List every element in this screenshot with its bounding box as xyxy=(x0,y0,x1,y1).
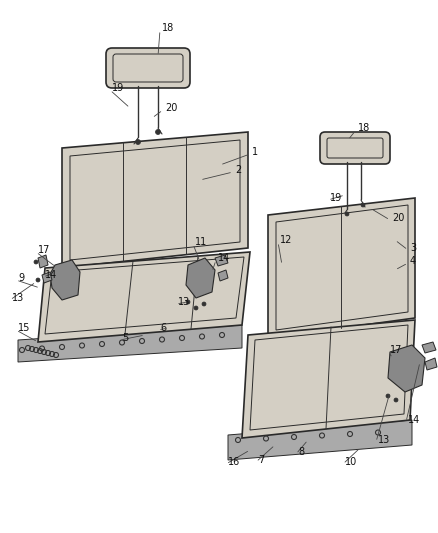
Polygon shape xyxy=(268,198,415,338)
Polygon shape xyxy=(18,325,242,362)
FancyBboxPatch shape xyxy=(113,54,183,82)
Circle shape xyxy=(202,302,206,306)
Text: 20: 20 xyxy=(165,103,177,113)
Circle shape xyxy=(386,394,390,398)
Text: 9: 9 xyxy=(18,273,24,283)
Polygon shape xyxy=(276,205,408,330)
Text: 5: 5 xyxy=(122,333,128,343)
Polygon shape xyxy=(388,345,425,392)
Polygon shape xyxy=(422,342,436,353)
Circle shape xyxy=(155,130,160,134)
Text: 13: 13 xyxy=(378,435,390,445)
Polygon shape xyxy=(42,272,52,283)
Polygon shape xyxy=(38,255,48,268)
Text: 10: 10 xyxy=(345,457,357,467)
Polygon shape xyxy=(228,420,412,460)
Polygon shape xyxy=(186,258,215,298)
FancyBboxPatch shape xyxy=(106,48,190,88)
Text: 4: 4 xyxy=(410,256,416,266)
FancyBboxPatch shape xyxy=(320,132,390,164)
Text: 1: 1 xyxy=(252,147,258,157)
Text: 14: 14 xyxy=(45,270,57,280)
Text: 6: 6 xyxy=(160,323,166,333)
Circle shape xyxy=(361,203,365,207)
Text: 19: 19 xyxy=(112,83,124,93)
Text: 14: 14 xyxy=(408,415,420,425)
Text: 3: 3 xyxy=(410,243,416,253)
Circle shape xyxy=(186,300,190,304)
Circle shape xyxy=(394,398,398,402)
Circle shape xyxy=(345,212,349,216)
Text: 7: 7 xyxy=(258,455,264,465)
Circle shape xyxy=(135,140,141,144)
Polygon shape xyxy=(250,325,408,430)
Polygon shape xyxy=(218,270,228,281)
Polygon shape xyxy=(45,257,244,334)
Text: 15: 15 xyxy=(18,323,30,333)
Polygon shape xyxy=(50,260,80,300)
Text: 12: 12 xyxy=(280,235,293,245)
Text: 17: 17 xyxy=(390,345,403,355)
Circle shape xyxy=(194,306,198,310)
Text: 19: 19 xyxy=(330,193,342,203)
Text: 16: 16 xyxy=(228,457,240,467)
Text: 20: 20 xyxy=(392,213,404,223)
FancyBboxPatch shape xyxy=(327,138,383,158)
Text: 13: 13 xyxy=(12,293,24,303)
Text: 14: 14 xyxy=(218,253,230,263)
Circle shape xyxy=(34,260,38,264)
Text: 8: 8 xyxy=(298,447,304,457)
Polygon shape xyxy=(242,320,415,438)
Text: 18: 18 xyxy=(162,23,174,33)
Polygon shape xyxy=(215,255,228,266)
Text: 13: 13 xyxy=(178,297,190,307)
Text: 11: 11 xyxy=(195,237,207,247)
Polygon shape xyxy=(62,132,248,268)
Polygon shape xyxy=(70,140,240,260)
Text: 18: 18 xyxy=(358,123,370,133)
Polygon shape xyxy=(425,358,437,370)
Text: 2: 2 xyxy=(235,165,241,175)
Circle shape xyxy=(36,278,40,282)
Text: 17: 17 xyxy=(38,245,50,255)
Polygon shape xyxy=(38,252,250,342)
